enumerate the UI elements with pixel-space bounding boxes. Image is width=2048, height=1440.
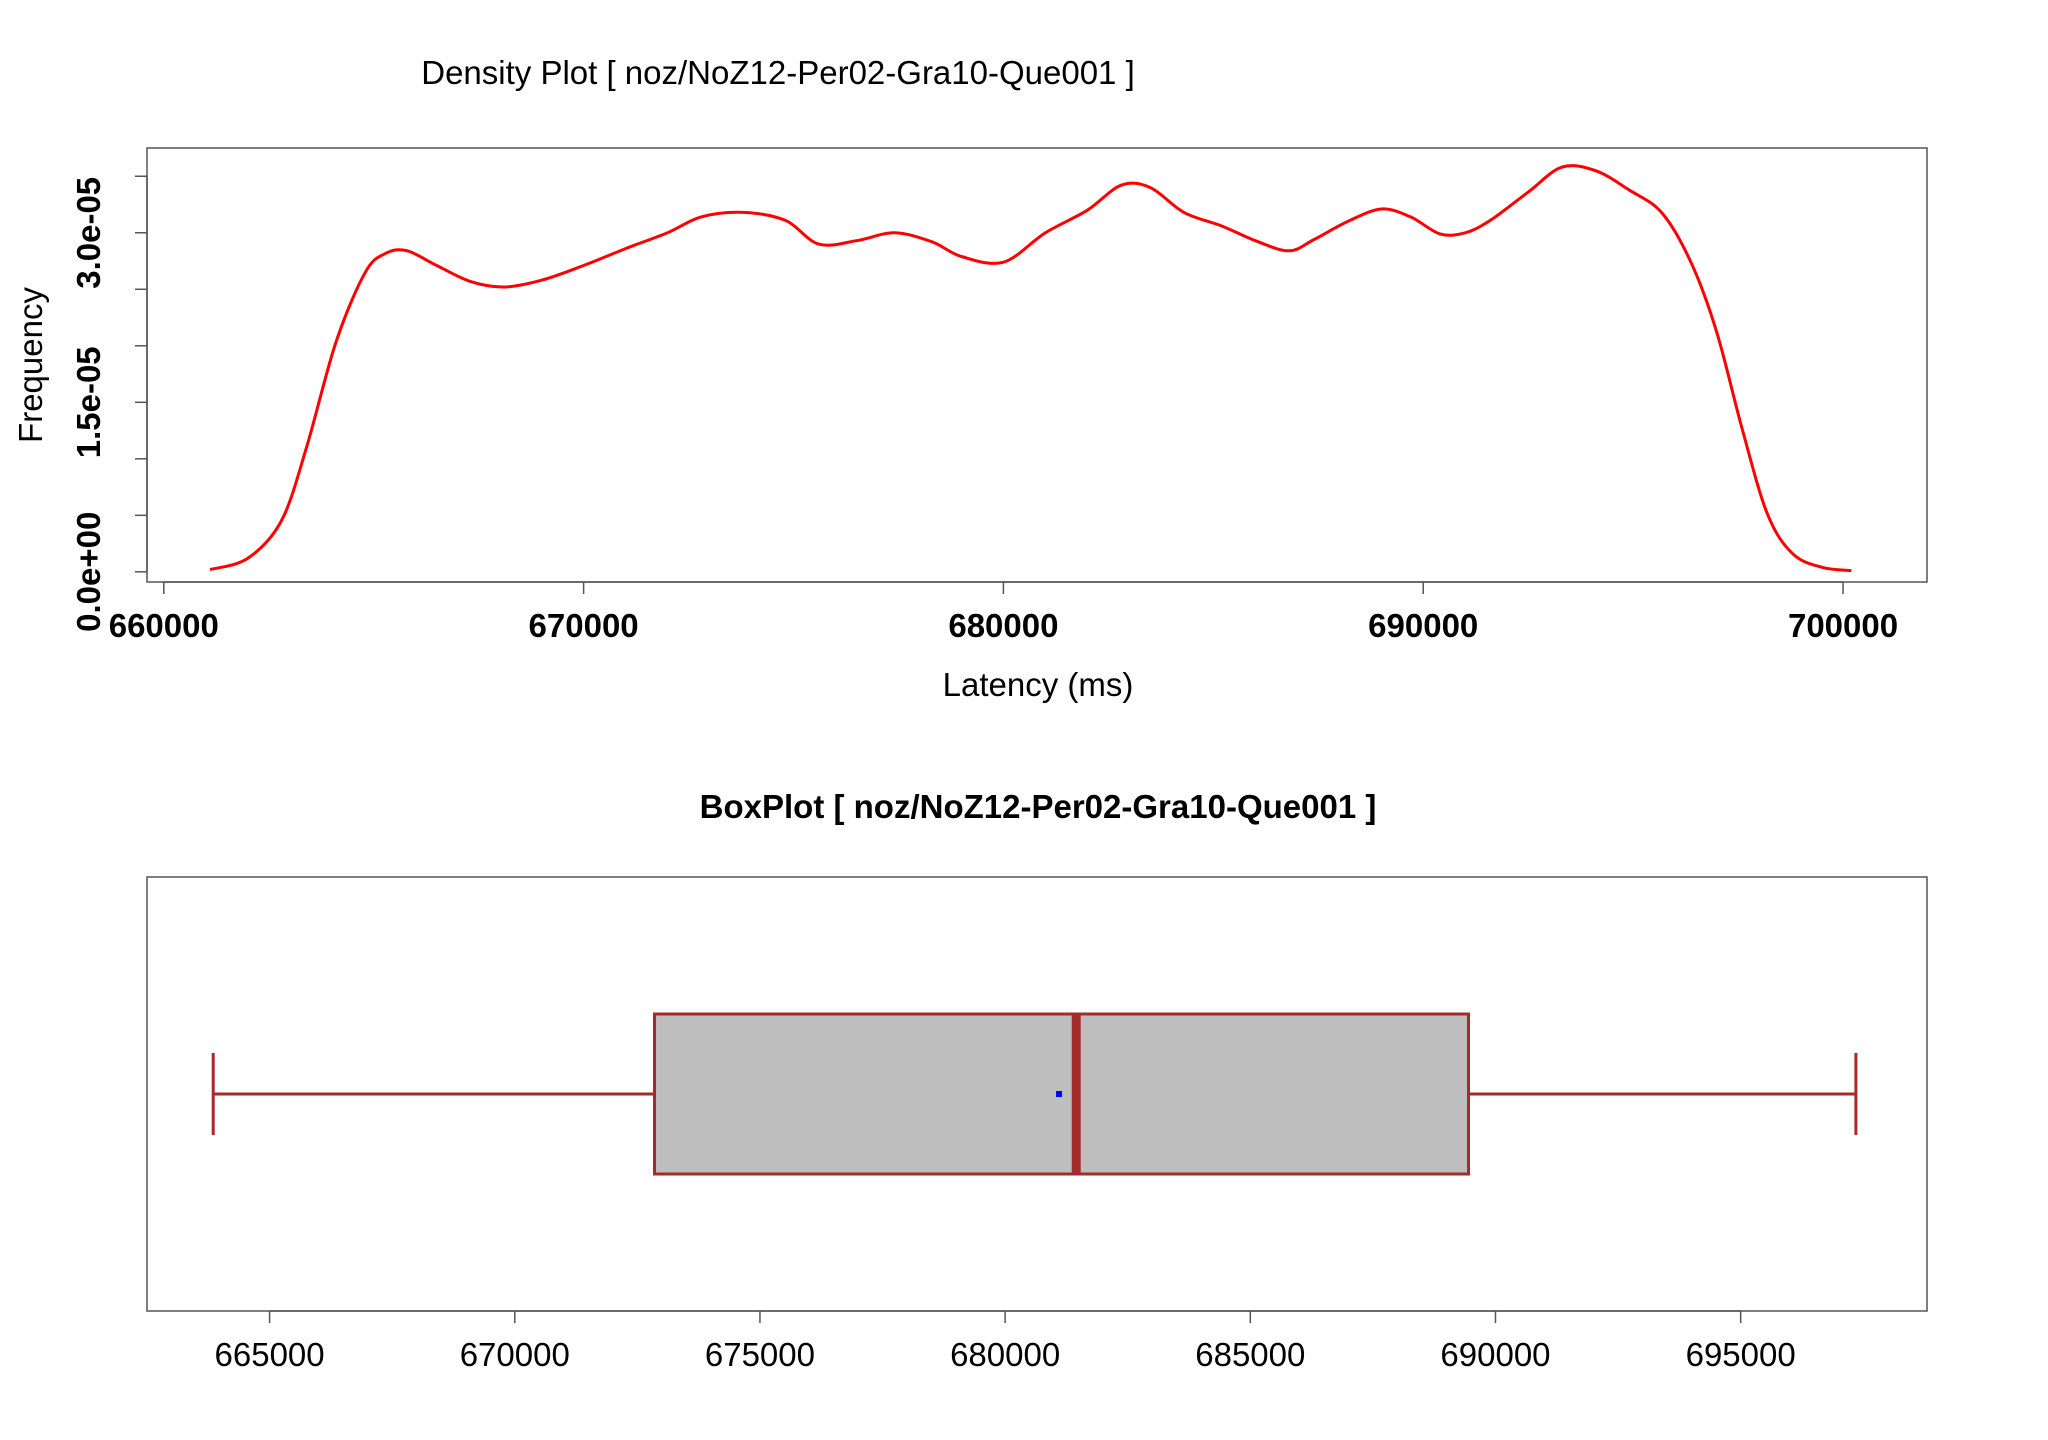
boxplot-marks	[211, 1012, 1858, 1176]
density-x-tick-label: 680000	[948, 607, 1058, 644]
density-x-tick-label: 670000	[529, 607, 639, 644]
boxplot-x-axis: 665000 670000 675000 680000 685000 690000 6950…	[215, 1310, 1796, 1373]
density-chart: Density Plot [ noz/NoZ12-Per02-Gra10-Que…	[12, 54, 1928, 703]
density-curve	[209, 164, 1852, 573]
density-y-tick-label: 3.0e-05	[70, 177, 107, 289]
density-x-tick-label: 690000	[1368, 607, 1478, 644]
boxplot-x-tick-label: 665000	[215, 1336, 325, 1373]
density-title: Density Plot [ noz/NoZ12-Per02-Gra10-Que…	[421, 54, 1135, 91]
density-y-axis: 0.0e+00 1.5e-05 3.0e-05	[70, 175, 148, 632]
boxplot-mean-marker	[1056, 1091, 1063, 1097]
box-chart: BoxPlot [ noz/NoZ12-Per02-Gra10-Que001 ]…	[146, 788, 1928, 1373]
density-x-axis-label: Latency (ms)	[943, 666, 1134, 703]
boxplot-x-tick-label: 695000	[1686, 1336, 1796, 1373]
density-plot-frame	[146, 147, 1928, 583]
density-y-axis-label: Frequency	[12, 287, 49, 443]
boxplot-x-tick-label: 685000	[1195, 1336, 1305, 1373]
boxplot-x-tick-label: 670000	[460, 1336, 570, 1373]
density-x-tick-label: 700000	[1788, 607, 1898, 644]
boxplot-x-tick-label: 675000	[705, 1336, 815, 1373]
density-x-axis: 660000 670000 680000 690000 700000	[109, 581, 1898, 644]
density-y-tick-label: 1.5e-05	[70, 346, 107, 458]
density-y-tick-label: 0.0e+00	[70, 512, 107, 632]
boxplot-title: BoxPlot [ noz/NoZ12-Per02-Gra10-Que001 ]	[700, 788, 1377, 825]
density-x-tick-label: 660000	[109, 607, 219, 644]
boxplot-x-tick-label: 690000	[1440, 1336, 1550, 1373]
boxplot-x-tick-label: 680000	[950, 1336, 1060, 1373]
